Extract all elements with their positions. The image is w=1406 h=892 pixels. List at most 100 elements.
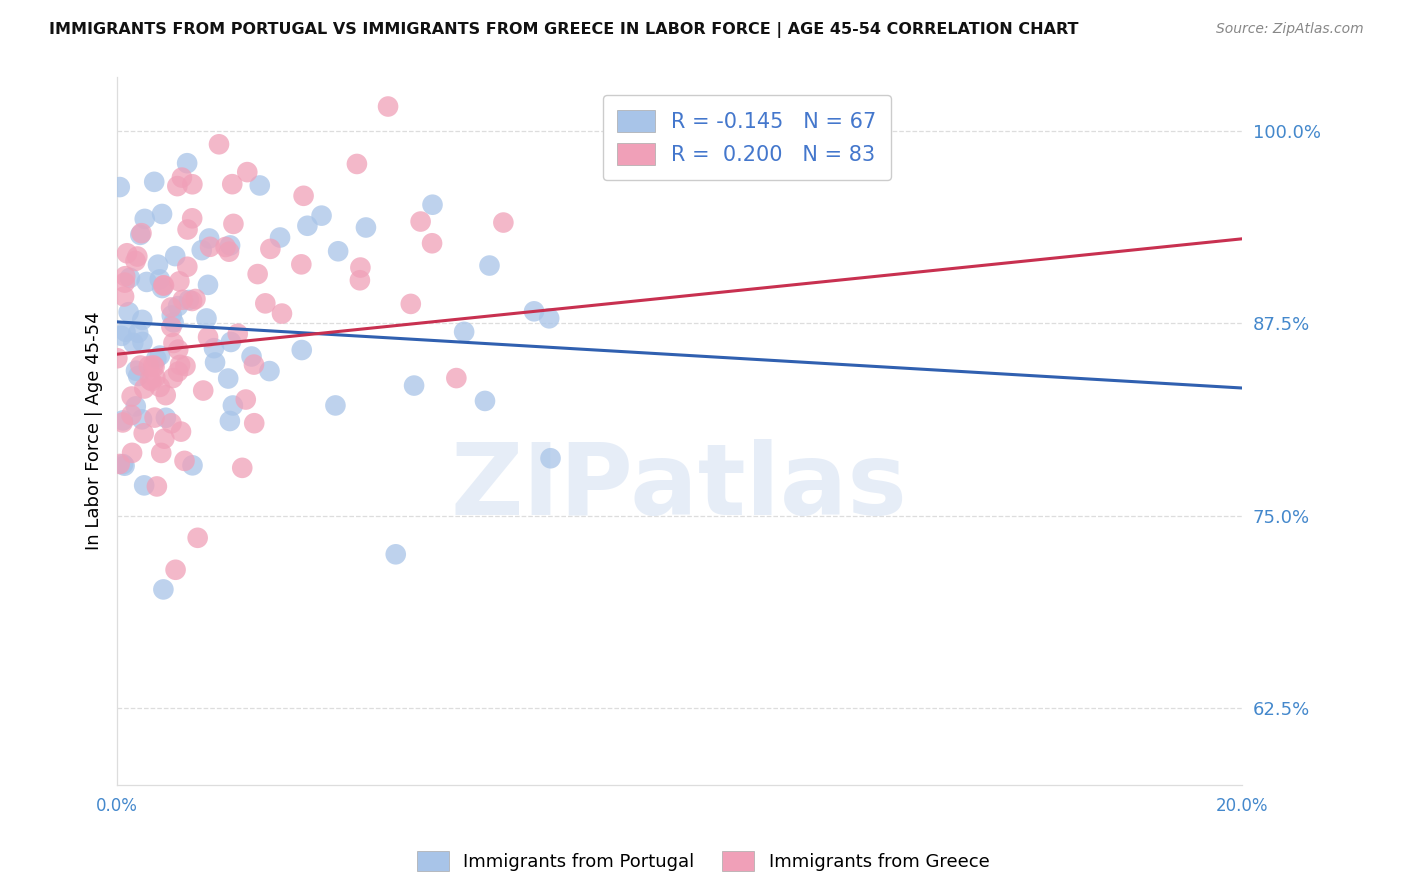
Point (240, 350, 263, 364)
Point (143, 410, 166, 425)
Point (152, 278, 174, 293)
Point (162, 336, 184, 351)
Point (409, 214, 432, 228)
Point (141, 374, 163, 388)
Point (167, 343, 190, 357)
Point (219, 334, 242, 349)
Point (311, 209, 333, 223)
Point (538, 311, 561, 326)
Point (221, 177, 243, 191)
Point (160, 301, 183, 315)
Point (160, 319, 183, 334)
Point (181, 211, 204, 226)
Point (198, 240, 221, 254)
Legend: Immigrants from Portugal, Immigrants from Greece: Immigrants from Portugal, Immigrants fro… (409, 844, 997, 879)
Point (152, 582, 174, 597)
Point (138, 359, 160, 373)
Point (114, 276, 136, 290)
Point (131, 334, 153, 349)
Point (349, 273, 371, 287)
Point (132, 426, 155, 441)
Point (117, 305, 139, 319)
Point (143, 370, 166, 384)
Point (197, 277, 219, 292)
Point (131, 313, 153, 327)
Point (172, 293, 194, 307)
Point (112, 289, 135, 303)
Point (492, 215, 515, 229)
Point (129, 359, 152, 373)
Point (326, 244, 349, 259)
Point (149, 272, 172, 286)
Point (187, 531, 209, 545)
Point (246, 267, 269, 281)
Point (219, 238, 242, 252)
Point (121, 446, 143, 460)
Point (259, 242, 281, 256)
Point (162, 315, 184, 329)
Point (143, 359, 166, 374)
Point (122, 335, 145, 350)
Point (127, 250, 149, 264)
Point (170, 425, 193, 439)
Text: 0.0%: 0.0% (96, 797, 138, 815)
Point (139, 373, 162, 387)
Point (125, 364, 148, 378)
Point (165, 563, 187, 577)
Point (145, 351, 167, 366)
Point (150, 281, 173, 295)
Point (420, 236, 443, 251)
Point (114, 325, 136, 339)
Point (181, 178, 204, 192)
Point (354, 220, 377, 235)
Point (177, 293, 200, 307)
Text: Source: ZipAtlas.com: Source: ZipAtlas.com (1216, 22, 1364, 37)
Point (453, 325, 475, 339)
Point (114, 458, 136, 473)
Point (269, 230, 291, 244)
Point (184, 292, 207, 306)
Point (169, 358, 191, 372)
Point (218, 244, 240, 259)
Point (146, 258, 169, 272)
Point (165, 249, 187, 263)
Point (131, 226, 153, 240)
Point (226, 326, 249, 341)
Point (523, 304, 546, 318)
Point (254, 296, 277, 310)
Point (173, 454, 195, 468)
Point (118, 271, 141, 285)
Text: ZIPatlas: ZIPatlas (451, 439, 908, 536)
Point (149, 349, 172, 363)
Point (134, 478, 156, 492)
Point (167, 365, 190, 379)
Point (291, 343, 314, 357)
Point (108, 457, 131, 471)
Point (290, 257, 312, 271)
Point (127, 368, 149, 383)
Point (135, 275, 157, 289)
Point (112, 457, 135, 471)
Point (143, 175, 166, 189)
Point (125, 400, 148, 414)
Point (235, 392, 257, 407)
Point (162, 371, 184, 385)
Point (124, 254, 146, 268)
Point (243, 416, 266, 430)
Point (259, 364, 281, 378)
Point (127, 326, 149, 340)
Point (153, 278, 176, 293)
Point (190, 243, 212, 257)
Point (120, 408, 142, 422)
Point (153, 432, 176, 446)
Point (292, 189, 315, 203)
Point (149, 380, 172, 394)
Y-axis label: In Labor Force | Age 45-54: In Labor Force | Age 45-54 (86, 311, 103, 550)
Point (231, 460, 253, 475)
Point (346, 157, 368, 171)
Text: 20.0%: 20.0% (1215, 797, 1268, 815)
Point (249, 178, 271, 193)
Point (243, 358, 266, 372)
Point (105, 351, 128, 366)
Point (217, 371, 239, 385)
